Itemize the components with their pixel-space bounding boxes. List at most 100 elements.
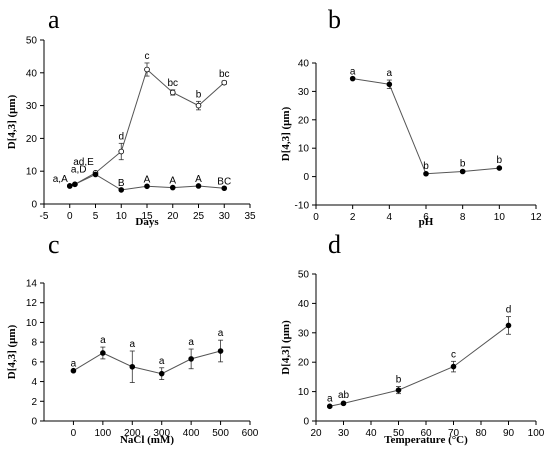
y-tick-label: 10 (26, 318, 38, 329)
data-point (326, 403, 333, 410)
significance-label: d (118, 131, 124, 142)
significance-label: a (350, 67, 356, 78)
data-point (423, 170, 429, 177)
significance-label: ab (338, 390, 350, 401)
y-tick-label: 50 (26, 36, 38, 47)
x-tick-label: 5 (93, 211, 99, 222)
x-tick-label: 500 (212, 428, 229, 439)
x-tick-label: 15 (141, 211, 153, 222)
data-point (66, 183, 73, 189)
x-tick-label: 70 (448, 428, 460, 439)
significance-label: BC (217, 176, 231, 187)
data-point (195, 102, 202, 109)
x-axis-title: pH (419, 216, 434, 228)
series-line (69, 68, 225, 187)
significance-label: b (196, 89, 202, 100)
significance-label: b (396, 375, 402, 386)
x-tick-label: 0 (71, 428, 77, 439)
x-tick-label: 25 (193, 211, 205, 222)
x-tick-label: 400 (183, 428, 200, 439)
significance-label: B (118, 178, 125, 189)
data-point (169, 184, 176, 191)
x-tick-label: 20 (167, 211, 179, 222)
x-tick-label: 300 (153, 428, 170, 439)
significance-label: a (100, 335, 106, 346)
x-tick-label: 100 (528, 428, 545, 439)
data-point (92, 171, 99, 178)
x-tick-label: 90 (503, 428, 515, 439)
significance-label: b (423, 161, 429, 172)
data-point (459, 168, 466, 175)
x-tick-label: 2 (350, 212, 356, 223)
x-axis-title: Days (135, 216, 159, 228)
y-axis-title: D[4,3] (μm) (280, 106, 292, 161)
y-axis-title: D[4,3] (μm) (6, 94, 18, 149)
y-tick-label: 20 (298, 115, 310, 126)
panel-letter: a (48, 5, 60, 34)
x-tick-label: 10 (494, 212, 506, 223)
data-point (505, 322, 512, 329)
x-tick-label: 80 (475, 428, 487, 439)
data-point (144, 183, 150, 190)
x-tick-label: 20 (310, 428, 322, 439)
x-tick-label: 6 (423, 212, 429, 223)
series-line (69, 173, 225, 191)
significance-label: A (144, 174, 151, 185)
data-point (188, 356, 194, 362)
series-line (73, 350, 221, 375)
x-tick-label: 30 (219, 211, 231, 222)
x-tick-label: -5 (40, 211, 49, 222)
x-tick-label: 200 (124, 428, 141, 439)
data-point (144, 66, 150, 73)
y-tick-label: 10 (298, 387, 310, 398)
y-tick-label: 0 (31, 417, 37, 428)
data-point (70, 367, 77, 374)
data-point (386, 81, 393, 88)
y-tick-label: 4 (31, 377, 37, 388)
data-point (450, 363, 457, 370)
significance-label: c (451, 349, 456, 360)
y-tick-label: 14 (26, 279, 38, 290)
significance-label: a (130, 339, 136, 350)
significance-label: a (188, 337, 194, 348)
y-tick-label: 10 (26, 167, 38, 178)
y-tick-label: 2 (31, 397, 37, 408)
data-point (221, 79, 228, 86)
significance-label: a (71, 359, 77, 370)
y-tick-label: 0 (303, 417, 309, 428)
panel-letter: c (48, 230, 60, 259)
x-tick-label: 100 (95, 428, 112, 439)
significance-label: a (327, 393, 333, 404)
data-point (158, 370, 165, 377)
x-tick-label: 40 (365, 428, 377, 439)
y-tick-label: 40 (26, 68, 38, 79)
x-axis-title: Temperature (°C) (384, 434, 468, 446)
y-tick-label: 30 (298, 328, 310, 339)
x-axis-title: NaCl (mM) (120, 434, 174, 446)
x-tick-label: 4 (387, 212, 393, 223)
y-tick-label: 8 (31, 338, 37, 349)
significance-label: bc (219, 69, 230, 80)
significance-label: b (497, 155, 503, 166)
data-point (496, 165, 503, 171)
x-tick-label: 600 (242, 428, 259, 439)
x-tick-label: 10 (116, 211, 128, 222)
y-tick-label: 0 (31, 200, 37, 211)
y-tick-label: 40 (298, 299, 310, 310)
data-point (195, 183, 202, 189)
y-axis-title: D[4,3] (μm) (6, 324, 18, 379)
significance-label: c (145, 51, 150, 62)
x-tick-label: 0 (313, 212, 319, 223)
significance-label: a (387, 68, 393, 79)
y-tick-label: 50 (298, 270, 310, 281)
y-tick-label: 0 (303, 172, 309, 183)
y-axis-title: D[4,3] (μm) (280, 320, 292, 375)
data-point (217, 348, 224, 354)
significance-label: a (218, 328, 224, 339)
x-tick-label: 35 (244, 211, 256, 222)
data-point (72, 181, 78, 188)
significance-label: a,A (53, 174, 68, 185)
significance-label: a (159, 356, 165, 367)
